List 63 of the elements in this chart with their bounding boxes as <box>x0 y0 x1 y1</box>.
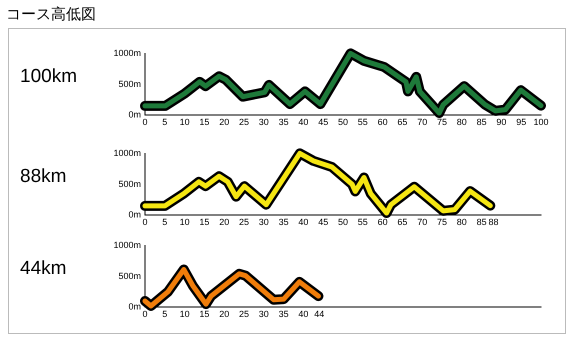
x-tick-label: 15 <box>199 217 210 228</box>
x-tick-label: 40 <box>298 117 308 128</box>
x-tick-label: 30 <box>258 117 269 128</box>
x-tick-label: 40 <box>298 217 308 228</box>
x-tick-label: 80 <box>456 117 467 128</box>
x-tick-label: 45 <box>318 117 328 128</box>
x-tick-label: 65 <box>397 217 408 228</box>
y-tick-label: 1000m <box>113 148 141 158</box>
x-tick-label: 30 <box>258 217 269 228</box>
x-tick-label: 0 <box>142 117 148 128</box>
x-tick-label: 25 <box>238 309 250 320</box>
x-tick-label: 15 <box>199 309 210 320</box>
x-tick-label: 80 <box>456 217 467 228</box>
x-tick-label: 25 <box>238 117 250 128</box>
y-tick-label: 0m <box>128 110 141 120</box>
x-tick-label: 85 <box>476 117 487 128</box>
y-tick-label: 500m <box>118 178 141 189</box>
x-tick-label: 95 <box>516 117 526 128</box>
x-tick-label: 35 <box>278 217 289 228</box>
x-tick-label: 75 <box>436 217 448 228</box>
x-tick-label: 0 <box>142 309 148 320</box>
x-tick-label: 70 <box>417 217 428 228</box>
x-tick-label: 35 <box>278 309 289 320</box>
x-tick-label: 45 <box>318 217 328 228</box>
y-axis-title: 88km <box>20 166 68 188</box>
x-tick-label: 10 <box>180 309 190 320</box>
y-tick-label: 500m <box>118 78 141 89</box>
x-tick-label: 5 <box>162 309 168 320</box>
x-tick-label: 5 <box>162 217 168 228</box>
y-tick-label: 0m <box>128 302 141 312</box>
y-tick-label: 1000m <box>113 48 141 58</box>
x-tick-label: 40 <box>298 309 308 320</box>
x-tick-label: 15 <box>199 117 210 128</box>
x-tick-label: 5 <box>162 117 168 128</box>
y-tick-label: 0m <box>128 210 141 220</box>
x-tick-label: 60 <box>378 217 388 228</box>
x-tick-label: 25 <box>238 217 250 228</box>
y-tick-label: 1000m <box>113 240 141 250</box>
x-tick-label: 10 <box>180 217 190 228</box>
y-axis-title: 44km <box>20 258 68 280</box>
x-tick-label: 35 <box>278 117 289 128</box>
x-tick-label: 50 <box>338 217 348 228</box>
x-tick-label: 70 <box>417 117 428 128</box>
y-axis-title: 100km <box>20 66 78 88</box>
x-tick-label: 90 <box>496 117 506 128</box>
x-tick-label: 75 <box>436 117 448 128</box>
x-tick-label: 20 <box>219 217 230 228</box>
x-tick-label: 60 <box>378 117 388 128</box>
x-tick-label: 55 <box>358 217 368 228</box>
x-tick-label: 85 <box>476 217 487 228</box>
chart-title: コース高低図 <box>6 5 96 24</box>
x-tick-label: 20 <box>219 117 230 128</box>
x-tick-label: 88 <box>488 217 498 228</box>
x-tick-label: 55 <box>358 117 368 128</box>
x-tick-label: 50 <box>338 117 348 128</box>
x-tick-label: 100 <box>533 117 549 128</box>
x-tick-label: 30 <box>258 309 269 320</box>
y-tick-label: 500m <box>118 270 141 281</box>
x-tick-label: 10 <box>180 117 190 128</box>
x-tick-label: 65 <box>397 117 408 128</box>
x-tick-label: 20 <box>219 309 230 320</box>
x-tick-label: 44 <box>314 309 324 320</box>
x-tick-label: 0 <box>142 217 148 228</box>
